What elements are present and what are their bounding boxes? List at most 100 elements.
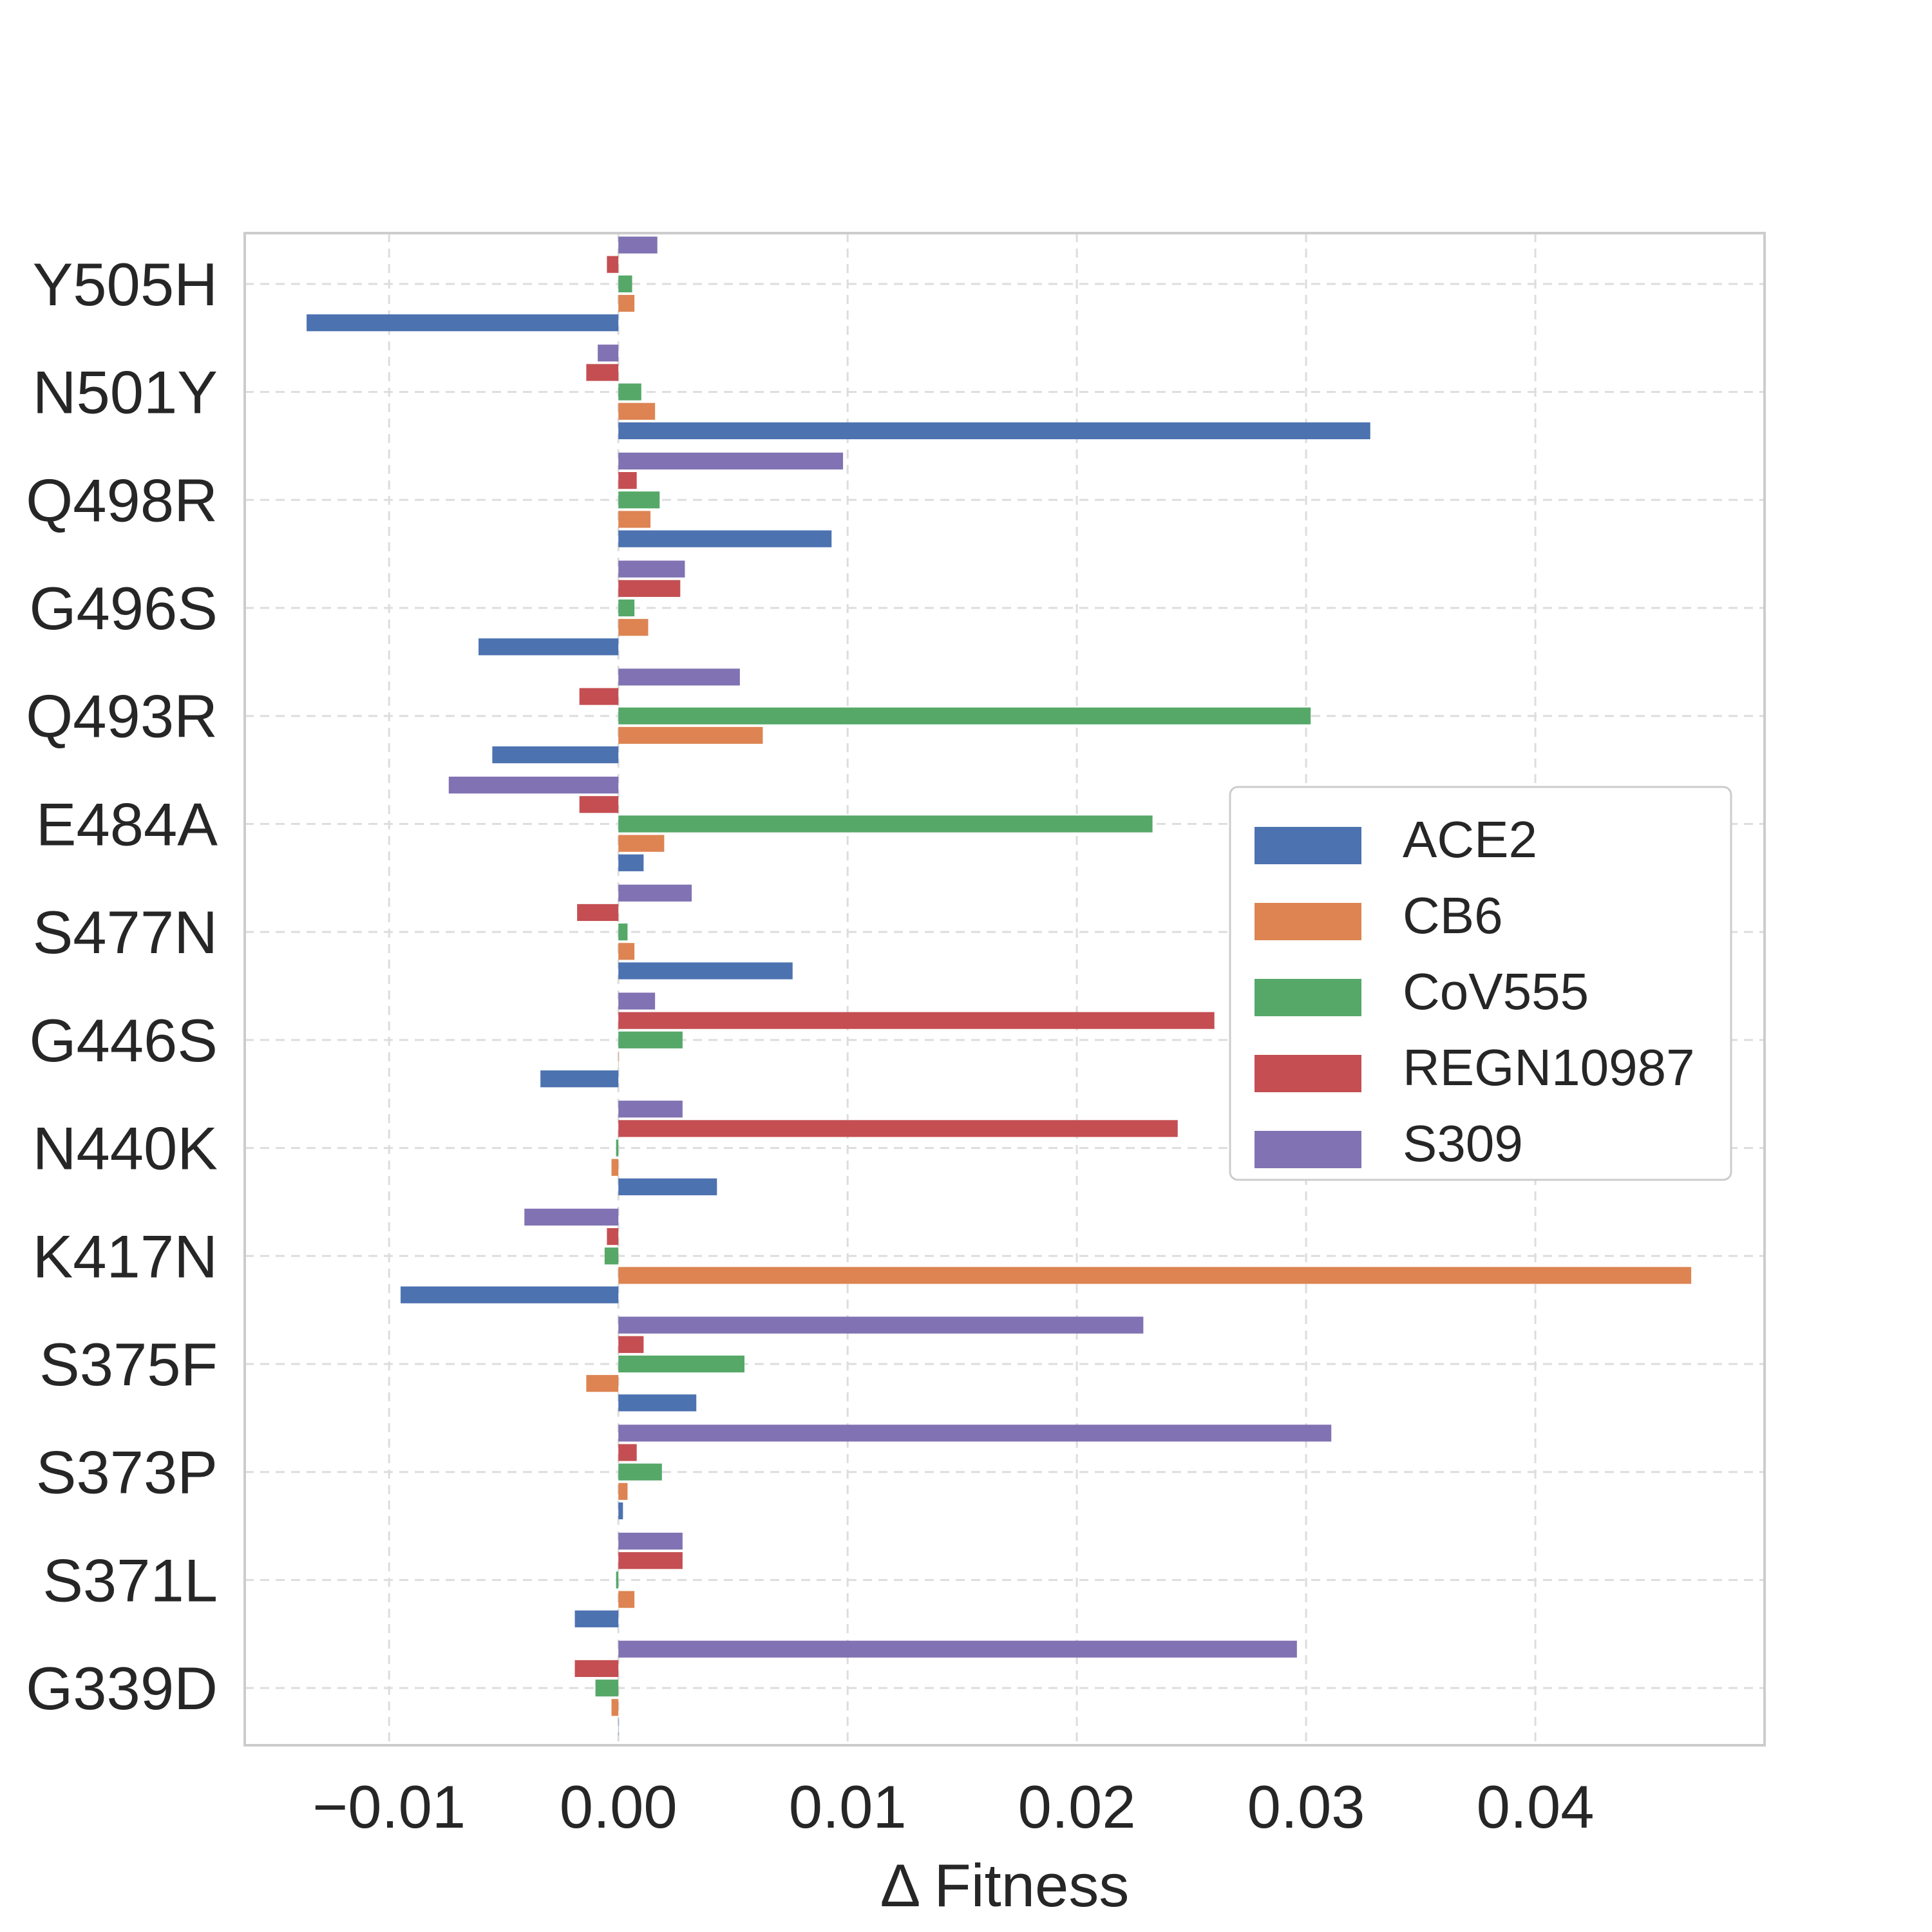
bar-ace2-y505h — [307, 314, 619, 332]
y-tick-label: S375F — [39, 1331, 218, 1398]
y-tick-label: G446S — [29, 1007, 218, 1074]
bar-cov555-s371l — [616, 1571, 619, 1589]
y-tick-labels: Y505H N501Y Q498R G496S Q493R E484A S477N G446S… — [26, 251, 218, 1722]
x-tick-label: 0.04 — [1477, 1773, 1595, 1841]
bar-s309-g339d — [618, 1640, 1297, 1658]
bar-ace2-s375f — [618, 1394, 697, 1412]
bar-s309-y505h — [618, 236, 658, 254]
bar-s309-n440k — [618, 1101, 683, 1118]
bar-s309-s371l — [618, 1532, 683, 1550]
bar-cb6-s477n — [618, 943, 635, 960]
bar-regn10987-k417n — [607, 1228, 619, 1245]
bar-ace2-e484a — [618, 854, 644, 871]
legend-swatch-ace2 — [1255, 827, 1361, 864]
bar-cov555-s373p — [618, 1463, 662, 1481]
bar-cb6-n440k — [611, 1159, 619, 1176]
bar-regn10987-e484a — [579, 796, 619, 813]
legend-label-cov555: CoV555 — [1403, 963, 1589, 1020]
legend-label-cb6: CB6 — [1403, 887, 1503, 944]
bar-ace2-g496s — [478, 638, 619, 656]
legend-swatch-s309 — [1255, 1131, 1361, 1168]
y-tick-label: S373P — [36, 1439, 218, 1506]
bar-s309-s477n — [618, 884, 692, 902]
bar-cov555-n440k — [616, 1139, 619, 1157]
bar-ace2-s477n — [618, 962, 793, 980]
bar-cb6-g496s — [618, 619, 649, 636]
bar-s309-g496s — [618, 560, 685, 578]
bar-regn10987-g496s — [618, 580, 681, 597]
y-tick-label: K417N — [33, 1222, 218, 1290]
y-tick-label: Q493R — [26, 683, 218, 750]
x-tick-label: 0.03 — [1247, 1773, 1365, 1841]
y-tick-label: G339D — [26, 1654, 218, 1722]
bar-cov555-n501y — [618, 383, 641, 401]
bar-cb6-s375f — [586, 1375, 619, 1392]
legend-swatch-cb6 — [1255, 903, 1361, 940]
y-tick-label: Y505H — [33, 251, 218, 318]
bar-s309-q498r — [618, 452, 844, 470]
bar-regn10987-g446s — [618, 1012, 1215, 1029]
y-tick-label: N440K — [33, 1115, 218, 1182]
bar-cb6-s373p — [618, 1482, 628, 1500]
bar-s309-g446s — [618, 992, 656, 1010]
bar-regn10987-s477n — [577, 904, 619, 922]
bar-regn10987-s371l — [618, 1552, 683, 1569]
bar-cov555-e484a — [618, 815, 1153, 833]
y-tick-label: S477N — [33, 898, 218, 966]
bar-regn10987-s375f — [618, 1336, 644, 1353]
bar-ace2-q498r — [618, 530, 832, 547]
legend: ACE2 CB6 CoV555 REGN10987 S309 — [1229, 786, 1732, 1181]
y-tick-label: N501Y — [33, 359, 218, 426]
legend-swatch-cov555 — [1255, 979, 1361, 1016]
bar-s309-k417n — [524, 1208, 619, 1226]
bar-regn10987-n501y — [586, 364, 619, 381]
bar-cov555-k417n — [604, 1247, 619, 1265]
bar-cov555-q498r — [618, 491, 660, 509]
y-tick-label: G496S — [29, 574, 218, 642]
bar-cb6-s371l — [618, 1591, 635, 1608]
bar-cb6-g339d — [611, 1699, 619, 1716]
bar-cb6-g446s — [618, 1050, 619, 1068]
bars — [307, 236, 1692, 1736]
bar-s309-s375f — [618, 1316, 1144, 1334]
bar-cb6-e484a — [618, 835, 665, 852]
x-tick-label: 0.00 — [560, 1773, 677, 1841]
legend-label-s309: S309 — [1403, 1115, 1523, 1172]
plot-frame — [243, 232, 1766, 1747]
bar-s309-e484a — [448, 776, 619, 794]
bar-cov555-q493r — [618, 707, 1311, 724]
x-tick-label: −0.01 — [312, 1773, 466, 1841]
bar-cb6-k417n — [618, 1267, 1692, 1284]
bar-cb6-n501y — [618, 402, 656, 420]
bar-ace2-s371l — [574, 1610, 619, 1627]
bar-cb6-y505h — [618, 294, 635, 312]
legend-label-regn10987: REGN10987 — [1403, 1039, 1695, 1096]
bar-cov555-y505h — [618, 275, 632, 292]
bar-cov555-s477n — [618, 923, 628, 941]
bar-cov555-s375f — [618, 1355, 744, 1373]
bar-regn10987-q493r — [579, 688, 619, 705]
bar-regn10987-y505h — [607, 256, 619, 273]
bar-regn10987-q498r — [618, 472, 637, 489]
x-tick-labels: −0.01 0.00 0.01 0.02 0.03 0.04 — [312, 1773, 1594, 1841]
y-tick-label: S371L — [43, 1546, 218, 1614]
bar-ace2-q493r — [492, 746, 619, 764]
bar-cov555-g339d — [595, 1680, 619, 1697]
bar-s309-q493r — [618, 668, 740, 686]
bar-cov555-g496s — [618, 599, 635, 617]
bar-cb6-q498r — [618, 511, 651, 528]
bar-ace2-s373p — [618, 1502, 623, 1520]
bar-cb6-q493r — [618, 726, 763, 744]
bar-regn10987-g339d — [574, 1660, 619, 1678]
bar-ace2-k417n — [401, 1286, 619, 1303]
x-axis-label: Δ Fitness — [880, 1852, 1130, 1919]
legend-label-ace2: ACE2 — [1403, 811, 1537, 868]
bar-regn10987-n440k — [618, 1120, 1178, 1137]
x-tick-label: 0.02 — [1018, 1773, 1136, 1841]
bar-s309-s373p — [618, 1425, 1332, 1442]
y-tick-label: Q498R — [26, 466, 218, 534]
bar-ace2-n440k — [618, 1178, 717, 1196]
bar-ace2-g339d — [618, 1718, 619, 1736]
x-tick-label: 0.01 — [789, 1773, 907, 1841]
